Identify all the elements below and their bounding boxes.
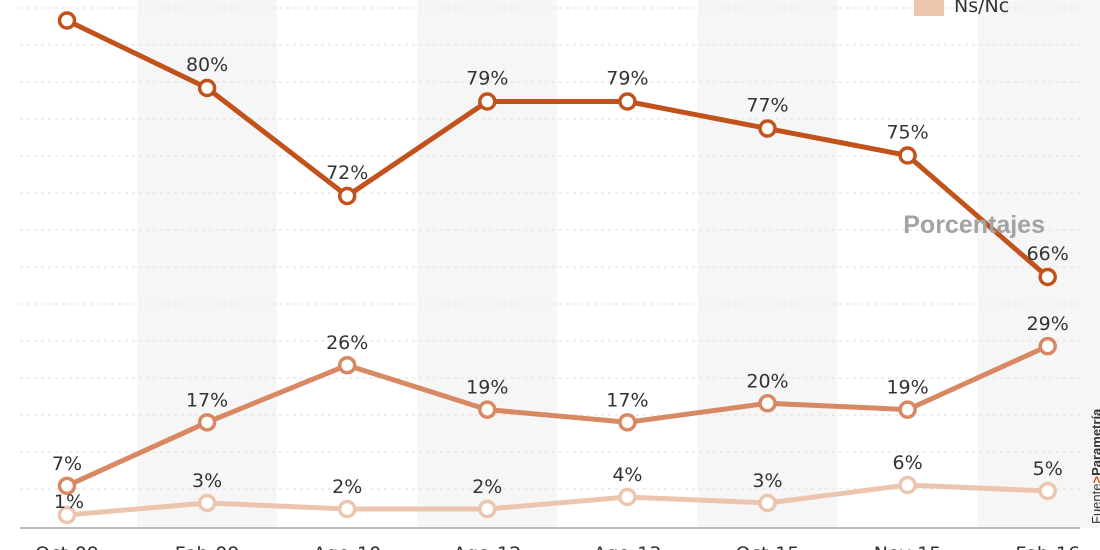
legend-label-ns-nc: Ns/Nc	[954, 0, 1009, 17]
data-label: 19%	[466, 377, 508, 399]
units-label: Porcentajes	[903, 211, 1045, 239]
data-label: 26%	[326, 332, 368, 354]
data-label: 77%	[746, 95, 788, 117]
data-labels: 80% 72% 79% 79% 77% 75% 66% 7% 17% 26% 19% 17% 20% 19…	[52, 54, 1069, 513]
data-point	[478, 499, 497, 519]
data-point	[478, 92, 497, 111]
data-label: 2%	[472, 476, 502, 498]
legend: Ns/Nc	[914, 0, 1009, 17]
column-band	[977, 0, 1100, 528]
column-band	[417, 0, 558, 528]
data-label: 19%	[886, 377, 928, 399]
data-label: 20%	[746, 370, 788, 392]
column-band	[697, 0, 838, 528]
source-prefix: Fuente	[1089, 484, 1100, 524]
data-label: 6%	[893, 452, 923, 474]
data-label: 79%	[606, 68, 648, 90]
data-point	[197, 413, 217, 432]
data-label: 3%	[752, 470, 782, 492]
data-label: 2%	[332, 476, 362, 498]
data-label: 4%	[612, 464, 642, 486]
series-points	[57, 11, 1057, 525]
legend-swatch-ns-nc	[914, 0, 944, 16]
data-point	[618, 92, 637, 111]
data-point	[758, 394, 777, 413]
series-line-1	[64, 18, 1051, 280]
source-arrow: >	[1089, 476, 1100, 484]
data-label: 3%	[192, 470, 222, 492]
source-name: Parametría	[1089, 408, 1100, 476]
x-tick-label: Ago-10	[313, 543, 381, 550]
data-point	[1038, 267, 1057, 287]
data-label: 79%	[466, 68, 508, 90]
x-tick-label: Oct-09	[35, 543, 99, 550]
data-point	[1038, 481, 1057, 501]
data-point	[478, 400, 497, 419]
data-label: 17%	[606, 389, 648, 411]
data-point	[337, 186, 357, 206]
source-credit: Fuente>Parametría	[1089, 408, 1100, 524]
data-point	[898, 400, 917, 419]
x-tick-label: Nov-15	[874, 543, 942, 550]
data-point	[618, 487, 637, 507]
data-label: 7%	[52, 453, 82, 475]
data-label: 1%	[54, 491, 84, 513]
x-tick-label: Ago-13	[593, 543, 661, 550]
series-line-2	[64, 343, 1051, 489]
x-axis-tick-labels: Oct-09 Feb-09 Ago-10 Ago-12 Ago-13 Oct-15 Nov-…	[35, 543, 1080, 550]
data-label: 80%	[186, 54, 228, 76]
data-point	[337, 499, 357, 519]
data-point	[618, 413, 637, 432]
x-tick-label: Oct-15	[736, 543, 800, 550]
data-label: 66%	[1027, 243, 1069, 265]
series-lines	[64, 18, 1051, 518]
series-line-3	[64, 482, 1051, 518]
data-label: 75%	[886, 122, 928, 144]
data-point	[197, 78, 217, 98]
data-point	[57, 11, 77, 30]
data-point	[1038, 336, 1057, 356]
data-point	[758, 119, 777, 138]
data-label: 72%	[326, 162, 368, 184]
x-tick-label: Feb-16	[1015, 543, 1080, 550]
x-tick-label: Feb-09	[175, 543, 240, 550]
data-label: 29%	[1027, 313, 1069, 335]
data-point	[197, 493, 217, 513]
data-point	[898, 146, 917, 165]
x-tick-label: Ago-12	[453, 543, 521, 550]
data-point	[57, 505, 77, 525]
data-point	[758, 493, 777, 513]
data-label: 5%	[1033, 458, 1063, 480]
data-point	[898, 475, 917, 495]
data-point	[57, 476, 77, 496]
data-point	[337, 355, 357, 375]
data-label: 17%	[186, 389, 228, 411]
